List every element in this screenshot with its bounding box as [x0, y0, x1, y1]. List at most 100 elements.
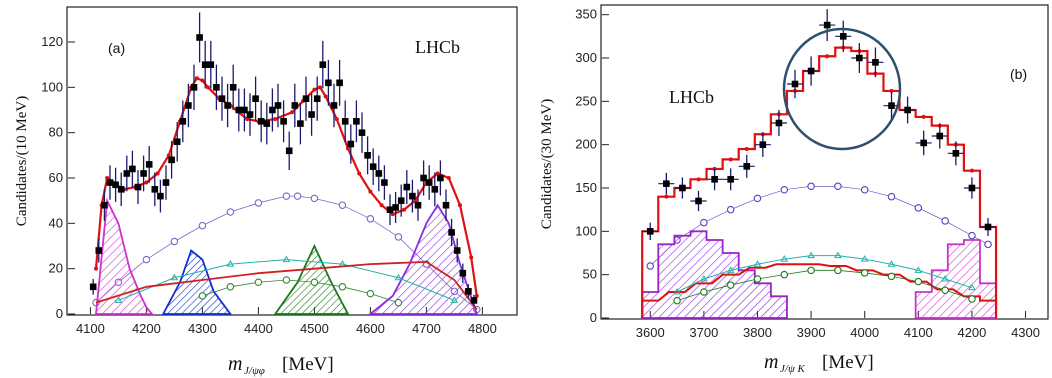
data-point [224, 102, 231, 109]
series-magenta-hatched [641, 230, 788, 319]
series-marker [198, 221, 207, 230]
data-point [856, 54, 863, 62]
x-tick-label: 3800 [743, 325, 772, 340]
series-marker [699, 275, 708, 282]
data-point [791, 80, 799, 88]
x-tick-label: 4500 [300, 321, 329, 336]
data-point [392, 204, 399, 211]
panel-b-frame [600, 4, 1049, 320]
series-marker [254, 199, 263, 207]
data-point [179, 118, 187, 125]
x-tick-label: 4300 [1011, 325, 1040, 340]
total-fit-point [245, 117, 250, 122]
total-fit-point [458, 203, 462, 208]
data-point [936, 132, 944, 140]
data-point [252, 95, 259, 102]
series-marker [887, 192, 896, 201]
series-marker [860, 185, 869, 194]
y-tick-label: 50 [583, 267, 597, 282]
data-point [470, 297, 478, 304]
total-fit-point [825, 54, 830, 59]
data-point [297, 120, 304, 127]
series-marker [860, 255, 869, 262]
series-marker [753, 260, 762, 267]
total-fit-point [921, 114, 926, 119]
data-point [459, 269, 467, 277]
data-point [145, 161, 153, 168]
series-marker [394, 273, 403, 281]
data-point [89, 283, 97, 291]
series-marker [968, 295, 976, 303]
panel-a-experiment-label: LHCb [415, 37, 460, 57]
data-point [403, 183, 411, 191]
series-magenta-hatched [95, 197, 154, 315]
series-marker [753, 275, 762, 283]
data-point [807, 67, 815, 75]
series-marker [753, 194, 762, 203]
total-fit-point [318, 85, 322, 90]
series-marker [700, 288, 708, 296]
x-tick-label: 3900 [797, 325, 826, 340]
total-fit-point [194, 76, 199, 81]
data-point [319, 61, 327, 68]
total-fit-point [446, 176, 451, 180]
total-fit-point [144, 180, 149, 185]
data-point [920, 139, 927, 147]
total-fit-point [889, 88, 894, 93]
series-marker [941, 275, 950, 282]
x-tick-label: 4600 [356, 321, 385, 336]
series-marker [807, 182, 815, 191]
total-fit-point [334, 117, 339, 122]
total-fit-point [402, 207, 406, 212]
data-point [425, 179, 433, 186]
series-red-hist [641, 263, 998, 318]
data-point [663, 180, 670, 187]
total-fit-point [379, 203, 384, 208]
data-point [759, 141, 767, 148]
panel-b-data-points [642, 9, 997, 240]
series-marker [366, 215, 375, 223]
series-blue-hatched [161, 249, 233, 315]
series-marker [254, 278, 263, 287]
panel-a-label: (a) [108, 40, 125, 56]
panel-b-xlabel: m J/ψ K [MeV] [764, 351, 874, 375]
data-point [872, 59, 879, 66]
series-marker [170, 273, 179, 281]
x-tick-label: 4200 [132, 321, 161, 336]
series-marker [834, 266, 842, 275]
data-point [381, 179, 388, 186]
panel-b: 3600 3700 3800 3900 4000 4100 4200 4300 0 50 100 15… [539, 4, 1049, 375]
series-open-circle-nonresonant [95, 195, 478, 310]
total-fit-point [969, 168, 974, 173]
data-point [123, 170, 131, 177]
x-tick-label: 4000 [850, 325, 879, 340]
series-marker [780, 255, 789, 262]
series-magenta-hatched-right [914, 239, 997, 319]
series-marker [834, 182, 842, 191]
series-marker [673, 288, 681, 295]
series-marker [366, 289, 375, 298]
series-marker [807, 266, 815, 275]
x-tick-label: 4100 [76, 321, 105, 336]
series-marker [860, 269, 869, 277]
data-point [173, 138, 181, 146]
series-marker [726, 281, 735, 289]
data-point [453, 247, 461, 254]
data-point [775, 119, 783, 127]
total-fit-point [290, 110, 294, 115]
data-point [743, 163, 751, 170]
data-point [291, 102, 299, 109]
data-point [711, 176, 718, 183]
total-fit-point [155, 171, 160, 176]
series-marker [914, 277, 923, 286]
panel-b-ylabel: Candidates/(30 MeV) [539, 99, 555, 229]
data-point [218, 95, 226, 102]
data-point [465, 288, 472, 295]
data-point [140, 170, 147, 177]
x-tick-label: 3600 [636, 325, 665, 340]
y-tick-label: 100 [575, 223, 597, 238]
panel-a-components [92, 192, 481, 315]
data-point [213, 84, 220, 91]
total-fit-point [696, 177, 701, 182]
panel-a-xlabel: m J/ψφ [MeV] [228, 353, 334, 377]
